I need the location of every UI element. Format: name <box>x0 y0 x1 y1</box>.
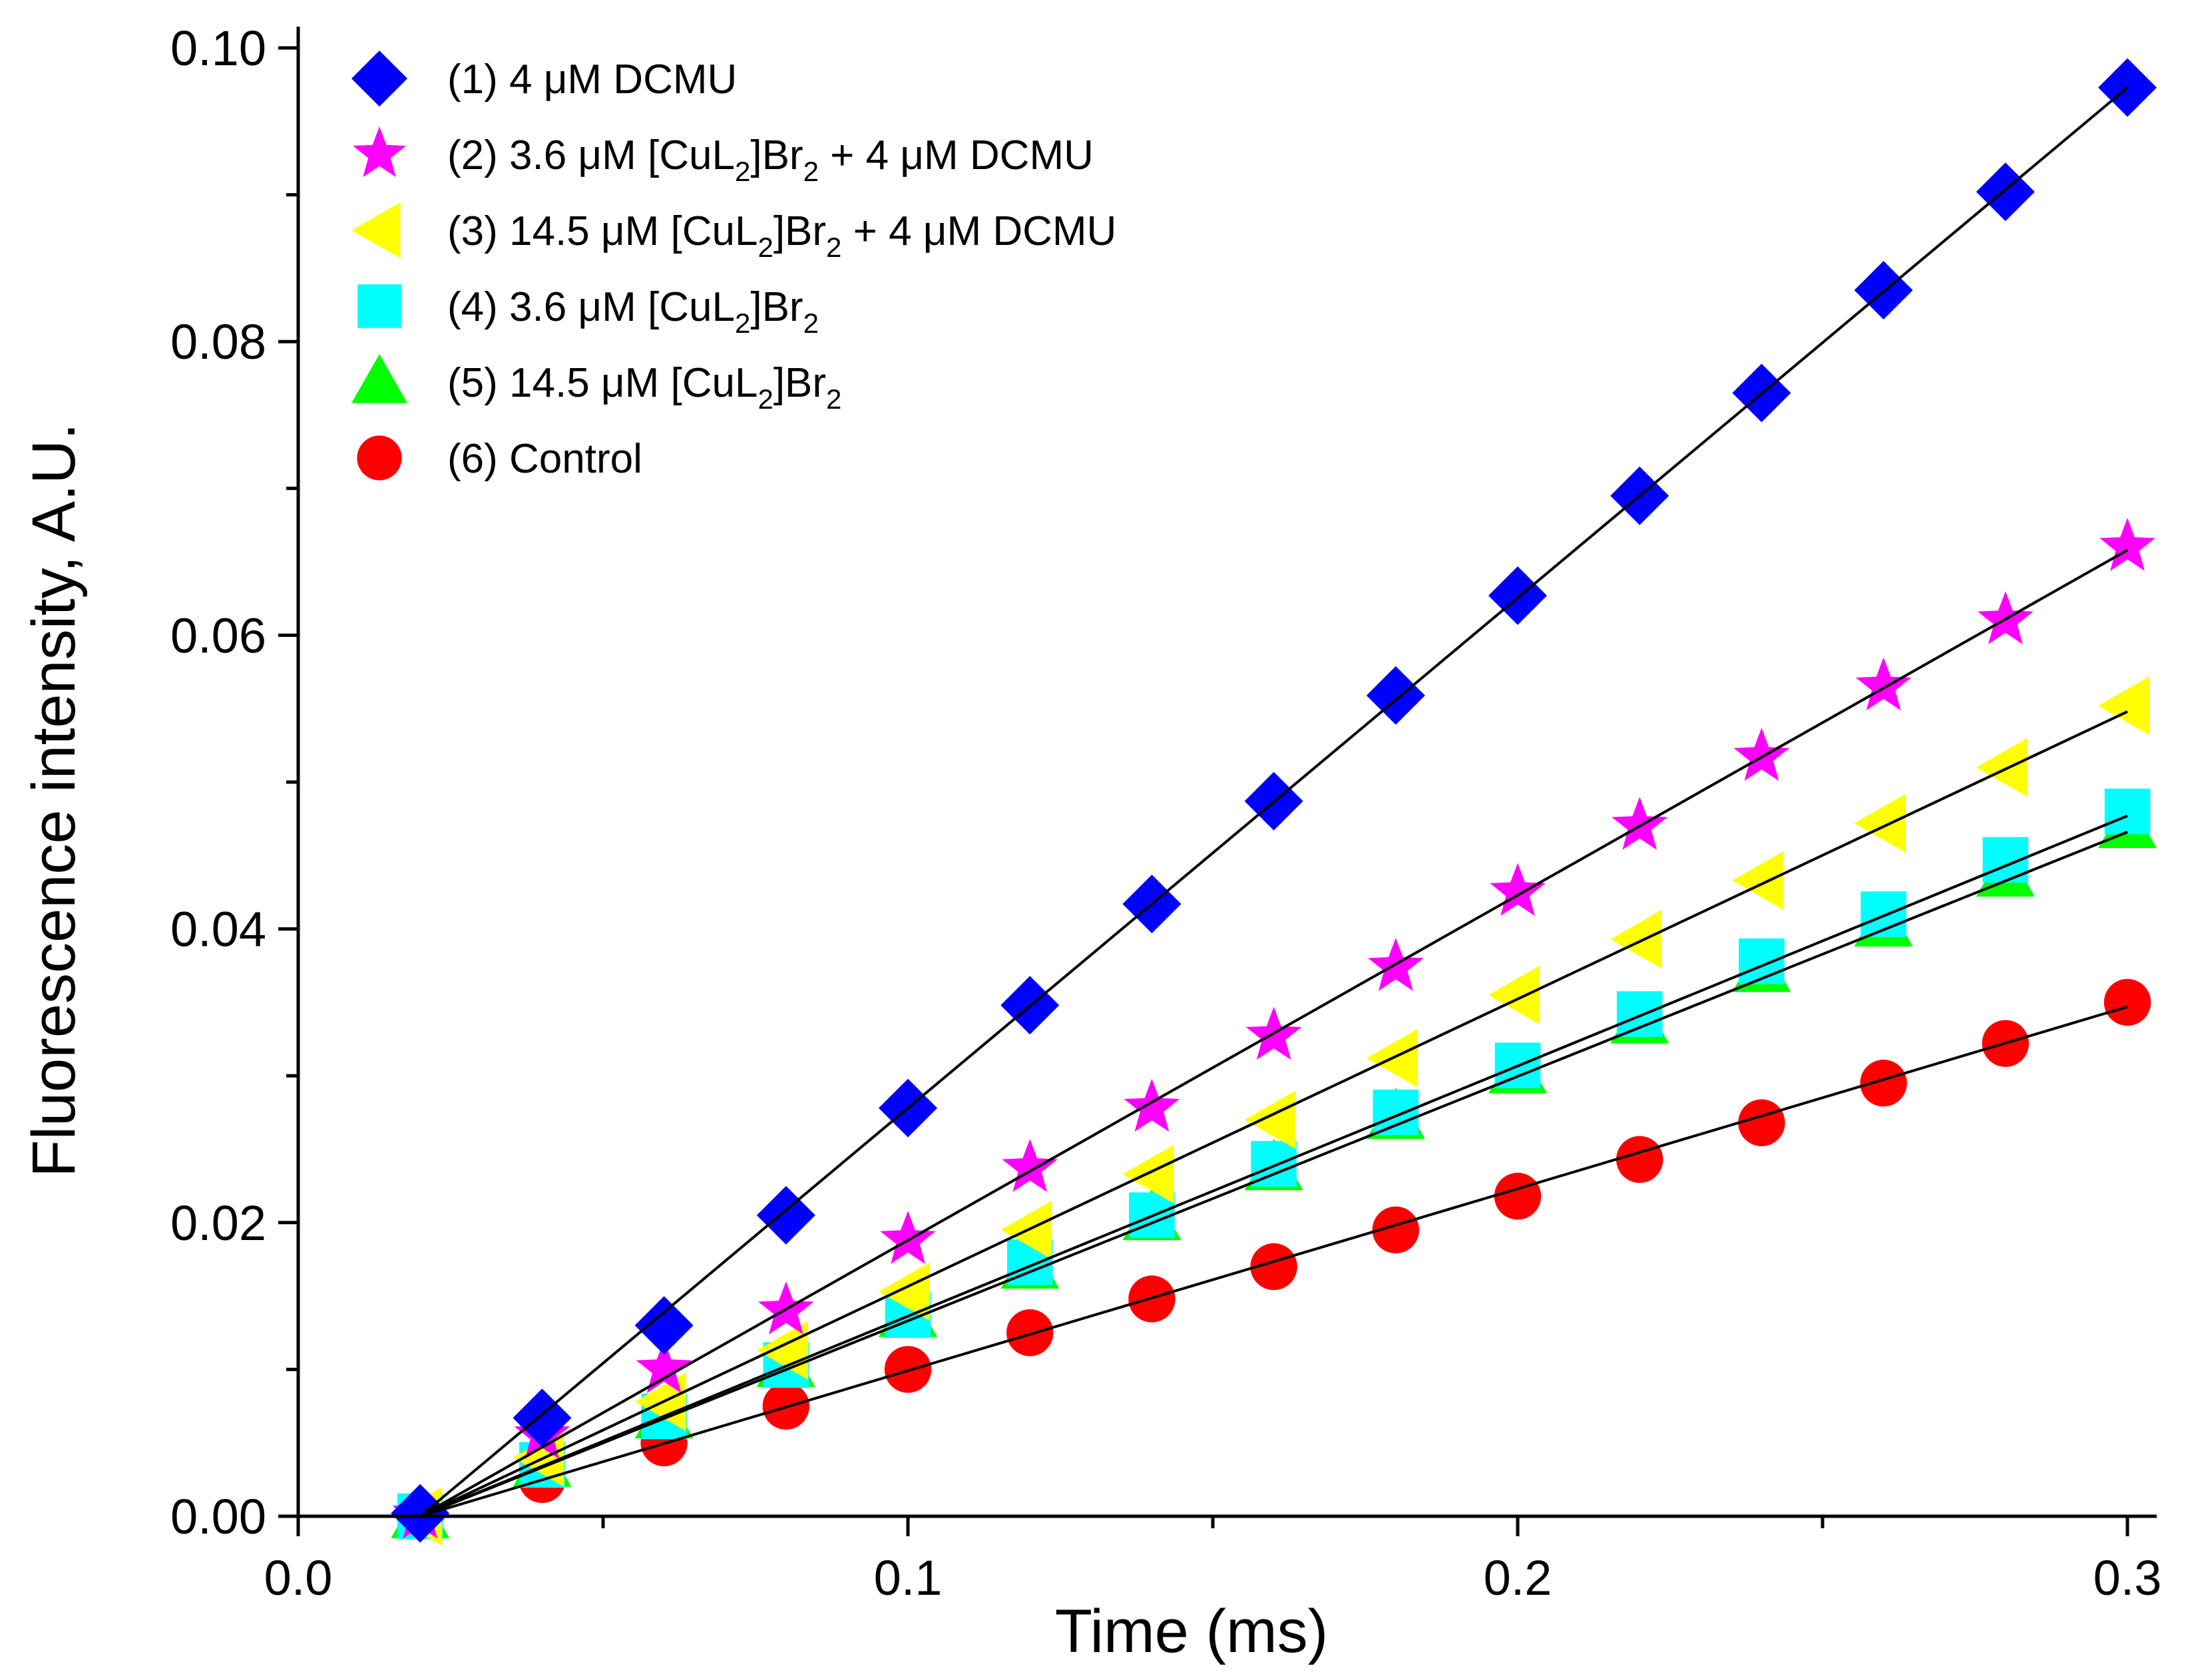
series-3-fit-line <box>419 710 2128 1518</box>
legend-label-part: (1) 4 μM DCMU <box>447 57 737 103</box>
y-tick-label: 0.00 <box>170 1489 266 1544</box>
legend-label-part: (3) 14.5 μM [CuL <box>447 208 758 254</box>
fit-lines <box>419 87 2129 1518</box>
legend-item-4: (4) 3.6 μM [CuL2]Br2 <box>357 284 819 339</box>
series-4-fit-line <box>419 814 2128 1518</box>
legend-marker-1 <box>351 51 407 106</box>
series-3-point <box>1610 910 1662 969</box>
series-2-point <box>1855 657 1912 711</box>
series-6-point <box>1006 1309 1054 1357</box>
series-1-point <box>634 1296 694 1355</box>
legend-label-part: 2 <box>735 308 750 339</box>
series-6-point <box>1372 1206 1419 1254</box>
legend-label-part: 2 <box>826 383 841 415</box>
legend-marker-4 <box>357 284 401 328</box>
legend-label-6: (6) Control <box>447 436 642 482</box>
series-6-point <box>2103 978 2151 1026</box>
series-6-point <box>1250 1243 1297 1291</box>
legend-label-part: (4) 3.6 μM [CuL <box>447 284 735 330</box>
x-tick-label: 0.1 <box>874 1550 943 1605</box>
legend-item-2: (2) 3.6 μM [CuL2]Br2 + 4 μM DCMU <box>353 126 1094 187</box>
legend-label-part: + 4 μM DCMU <box>819 132 1094 178</box>
series-2-point <box>1733 728 1790 781</box>
series-3-point <box>1732 851 1784 910</box>
legend-marker-2 <box>353 126 406 177</box>
series-2-fit-line <box>419 548 2128 1518</box>
series-1-fit-line <box>419 87 2129 1518</box>
series-3-point <box>1976 737 2028 797</box>
y-tick-label: 0.06 <box>170 608 266 663</box>
legend-label-part: 2 <box>826 232 841 263</box>
series-6-fit-line <box>419 1005 2128 1518</box>
series-6-markers <box>397 978 2151 1540</box>
legend-label-part: 2 <box>803 308 819 339</box>
legend-label-4: (4) 3.6 μM [CuL2]Br2 <box>447 284 819 339</box>
legend-item-3: (3) 14.5 μM [CuL2]Br2 + 4 μM DCMU <box>351 202 1116 263</box>
legend-label-5: (5) 14.5 μM [CuL2]Br2 <box>447 360 841 415</box>
series-1-point <box>756 1185 815 1245</box>
legend-label-part: (5) 14.5 μM [CuL <box>447 360 758 406</box>
legend-label-3: (3) 14.5 μM [CuL2]Br2 + 4 μM DCMU <box>447 208 1116 263</box>
series-2-point <box>1490 863 1546 916</box>
legend-item-5: (5) 14.5 μM [CuL2]Br2 <box>351 354 841 415</box>
series-2-markers <box>392 518 2155 1539</box>
legend-label-1: (1) 4 μM DCMU <box>447 57 737 103</box>
series-1-point <box>1976 162 2035 222</box>
series-5-fit-line <box>419 831 2128 1518</box>
series-1-point <box>391 1484 450 1543</box>
legend-label-part: 2 <box>758 383 773 415</box>
series-2-point <box>636 1340 692 1393</box>
series-6-point <box>1738 1099 1785 1146</box>
legend-label-part: ]Br <box>773 360 826 406</box>
series-3-point <box>1488 965 1540 1024</box>
legend-label-2: (2) 3.6 μM [CuL2]Br2 + 4 μM DCMU <box>447 132 1094 187</box>
legend-label-part: (2) 3.6 μM [CuL <box>447 132 735 178</box>
y-axis-title: Fluorescence intensity, A.U. <box>20 423 88 1177</box>
axes <box>296 27 2157 1518</box>
legend-label-part: (6) Control <box>447 436 642 482</box>
series-6-point <box>1860 1060 1907 1107</box>
series-3-point <box>1244 1090 1296 1150</box>
y-tick-label: 0.10 <box>170 21 266 76</box>
series-2-point <box>2099 518 2155 571</box>
legend: (1) 4 μM DCMU(2) 3.6 μM [CuL2]Br2 + 4 μM… <box>351 51 1116 482</box>
series-3-point <box>1854 793 1906 853</box>
legend-marker-5 <box>351 354 407 403</box>
y-tick-label: 0.04 <box>170 902 266 957</box>
data-markers <box>391 58 2157 1546</box>
x-tick-label: 0.0 <box>264 1550 333 1605</box>
legend-marker-6 <box>357 435 402 481</box>
x-tick-label: 0.3 <box>2093 1550 2162 1605</box>
legend-item-1: (1) 4 μM DCMU <box>351 51 737 106</box>
series-6-point <box>1616 1136 1663 1183</box>
series-6-point <box>1494 1172 1542 1220</box>
series-1-point <box>1366 666 1425 725</box>
y-tick-label: 0.08 <box>170 314 266 369</box>
legend-label-part: 2 <box>803 156 819 187</box>
legend-marker-3 <box>351 202 401 258</box>
series-4-point <box>1739 938 1785 984</box>
series-4-point <box>1373 1090 1419 1136</box>
series-3-point <box>879 1262 930 1321</box>
series-4-point <box>1616 991 1663 1037</box>
legend-label-part: ]Br <box>750 132 803 178</box>
legend-item-6: (6) Control <box>357 435 642 482</box>
legend-label-part: ]Br <box>750 284 803 330</box>
x-tick-label: 0.2 <box>1484 1550 1552 1605</box>
x-axis-title: Time (ms) <box>1055 1597 1329 1665</box>
legend-label-part: 2 <box>735 156 750 187</box>
legend-label-part: 2 <box>758 232 773 263</box>
series-4-markers <box>397 788 2151 1540</box>
legend-label-part: ]Br <box>773 208 826 254</box>
series-2-point <box>1124 1078 1180 1132</box>
series-2-point <box>1002 1139 1058 1192</box>
series-2-point <box>1612 797 1667 850</box>
legend-label-part: + 4 μM DCMU <box>841 208 1116 254</box>
ticks: 0.0 0.1 0.2 0.3 0.00 0.02 0.04 0.06 0.08 0.10 <box>170 21 2161 1605</box>
series-2-point <box>880 1211 936 1264</box>
series-4-point <box>2104 788 2151 835</box>
series-3-point <box>2098 676 2149 735</box>
y-tick-label: 0.02 <box>170 1195 266 1251</box>
